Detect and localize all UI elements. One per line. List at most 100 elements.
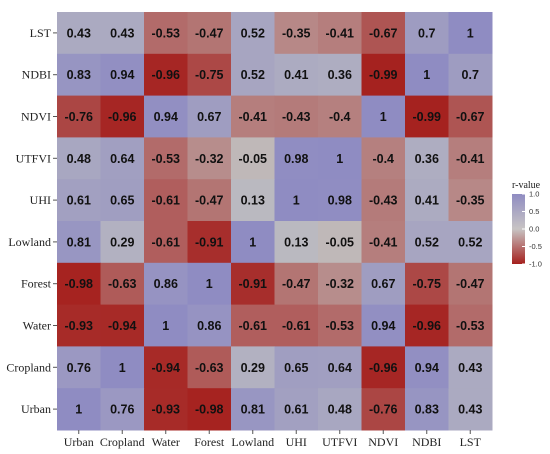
cell-value-label: 1 xyxy=(336,152,343,166)
cell-value-label: 1 xyxy=(206,277,213,291)
cell-value-label: -0.41 xyxy=(369,235,398,249)
cell-value-label: 1 xyxy=(119,361,126,375)
cell-value-label: 0.36 xyxy=(415,152,439,166)
heatmap-cell xyxy=(57,12,101,55)
cell-value-label: 0.65 xyxy=(110,194,134,208)
heatmap-cell xyxy=(318,346,362,389)
heatmap-cell xyxy=(274,12,319,55)
heatmap-cell xyxy=(100,137,145,180)
cell-value-label: -0.96 xyxy=(152,68,181,82)
y-tick-label: Lowland xyxy=(8,235,51,249)
cell-value-label: -0.99 xyxy=(369,68,398,82)
heatmap-cell xyxy=(187,12,232,55)
cell-value-label: 0.29 xyxy=(241,361,265,375)
cell-value-label: -0.99 xyxy=(413,110,442,124)
heatmap-cell xyxy=(144,304,188,347)
cell-value-label: 0.43 xyxy=(110,26,134,40)
heatmap-cell xyxy=(144,221,188,264)
heatmap-cell xyxy=(274,179,319,222)
heatmap-cell xyxy=(187,53,232,97)
cell-value-label: 0.52 xyxy=(458,235,482,249)
heatmap-cell xyxy=(448,304,493,347)
heatmap-cell-labels: 0.43 0.43 -0.53 -0.47 0.52 -0.35 -0.41 -0.67 0.7… xyxy=(65,26,485,416)
heatmap-cell xyxy=(144,12,188,55)
legend-colorbar xyxy=(512,194,525,264)
heatmap-cell xyxy=(448,95,493,138)
cell-value-label: 0.52 xyxy=(415,235,439,249)
heatmap-cell xyxy=(405,304,449,347)
heatmap-cell xyxy=(231,388,275,431)
heatmap-cell xyxy=(231,53,275,97)
heatmap-cell xyxy=(231,179,275,222)
cell-value-label: 1 xyxy=(249,235,256,249)
x-tick-label: Lowland xyxy=(231,435,274,449)
heatmap-cell xyxy=(405,179,449,222)
heatmap-cell xyxy=(231,95,275,138)
heatmap-cell xyxy=(361,221,406,264)
cell-value-label: 0.65 xyxy=(284,361,308,375)
heatmap-cell xyxy=(187,262,232,306)
heatmap-cell xyxy=(231,304,275,347)
heatmap-cell xyxy=(144,179,188,222)
heatmap-cell xyxy=(231,346,275,389)
y-axis: LST NDBI NDVI UTFVI UHI Lowland Forest Water Cro… xyxy=(6,26,57,416)
cell-value-label: -0.61 xyxy=(282,319,311,333)
heatmap-cell xyxy=(100,95,145,138)
heatmap-cell xyxy=(318,95,362,138)
cell-value-label: -0.4 xyxy=(372,152,394,166)
cell-value-label: -0.53 xyxy=(152,26,181,40)
cell-value-label: 0.94 xyxy=(371,319,395,333)
heatmap-cell xyxy=(318,53,362,97)
heatmap-cell xyxy=(231,221,275,264)
heatmap-cell xyxy=(187,179,232,222)
heatmap-cell xyxy=(100,388,145,431)
heatmap-cell xyxy=(100,179,145,222)
heatmap-cell xyxy=(448,388,493,431)
heatmap-cell xyxy=(405,95,449,138)
y-tick-label: Urban xyxy=(21,402,51,416)
heatmap-cell xyxy=(361,137,406,180)
heatmap-cell xyxy=(274,304,319,347)
cell-value-label: -0.63 xyxy=(108,277,137,291)
cell-value-label: 0.86 xyxy=(197,319,221,333)
heatmap-cell xyxy=(144,388,188,431)
cell-value-label: 0.64 xyxy=(110,152,134,166)
cell-value-label: -0.61 xyxy=(152,194,181,208)
cell-value-label: 0.67 xyxy=(371,277,395,291)
cell-value-label: -0.75 xyxy=(195,68,224,82)
heatmap-cell xyxy=(187,346,232,389)
heatmap-cell xyxy=(100,304,145,347)
heatmap-cell xyxy=(231,262,275,306)
cell-value-label: 0.13 xyxy=(284,235,308,249)
cell-value-label: 0.43 xyxy=(67,26,91,40)
heatmap-cell xyxy=(144,53,188,97)
cell-value-label: 0.86 xyxy=(154,277,178,291)
cell-value-label: 0.61 xyxy=(284,403,308,417)
cell-value-label: -0.76 xyxy=(369,403,398,417)
x-tick-label: Cropland xyxy=(100,435,145,449)
cell-value-label: -0.47 xyxy=(195,194,224,208)
y-tick-label: NDBI xyxy=(22,68,51,82)
heatmap-cell xyxy=(144,95,188,138)
cell-value-label: -0.47 xyxy=(282,277,311,291)
cell-value-label: -0.98 xyxy=(65,277,94,291)
y-tick-label: Cropland xyxy=(6,360,51,374)
heatmap-cell xyxy=(274,137,319,180)
heatmap-cell xyxy=(100,12,145,55)
y-tick-label: LST xyxy=(30,26,52,40)
cell-value-label: 1 xyxy=(75,403,82,417)
heatmap-cell xyxy=(57,53,101,97)
heatmap-cell xyxy=(405,388,449,431)
heatmap-cell xyxy=(361,12,406,55)
cell-value-label: 0.76 xyxy=(67,361,91,375)
cell-value-label: 0.94 xyxy=(154,110,178,124)
legend-title: r-value xyxy=(512,180,541,191)
heatmap-cell xyxy=(318,388,362,431)
x-tick-label: Forest xyxy=(194,435,225,449)
heatmap-cell xyxy=(318,304,362,347)
cell-value-label: 0.94 xyxy=(110,68,134,82)
cell-value-label: -0.67 xyxy=(369,26,398,40)
x-tick-label: NDBI xyxy=(412,435,441,449)
cell-value-label: -0.91 xyxy=(239,277,268,291)
x-tick-label: LST xyxy=(460,435,482,449)
